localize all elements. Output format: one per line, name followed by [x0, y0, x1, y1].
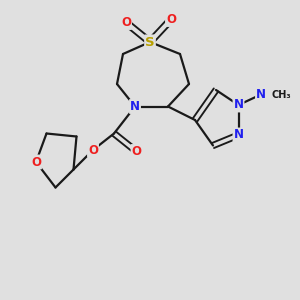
Text: CH₃: CH₃: [272, 89, 291, 100]
Text: O: O: [131, 145, 142, 158]
Text: N: N: [130, 100, 140, 113]
Text: N: N: [233, 98, 244, 112]
Text: O: O: [31, 155, 41, 169]
Text: O: O: [121, 16, 131, 29]
Text: N: N: [233, 128, 244, 142]
Text: S: S: [145, 35, 155, 49]
Text: O: O: [88, 143, 98, 157]
Text: O: O: [166, 13, 176, 26]
Text: N: N: [256, 88, 266, 101]
